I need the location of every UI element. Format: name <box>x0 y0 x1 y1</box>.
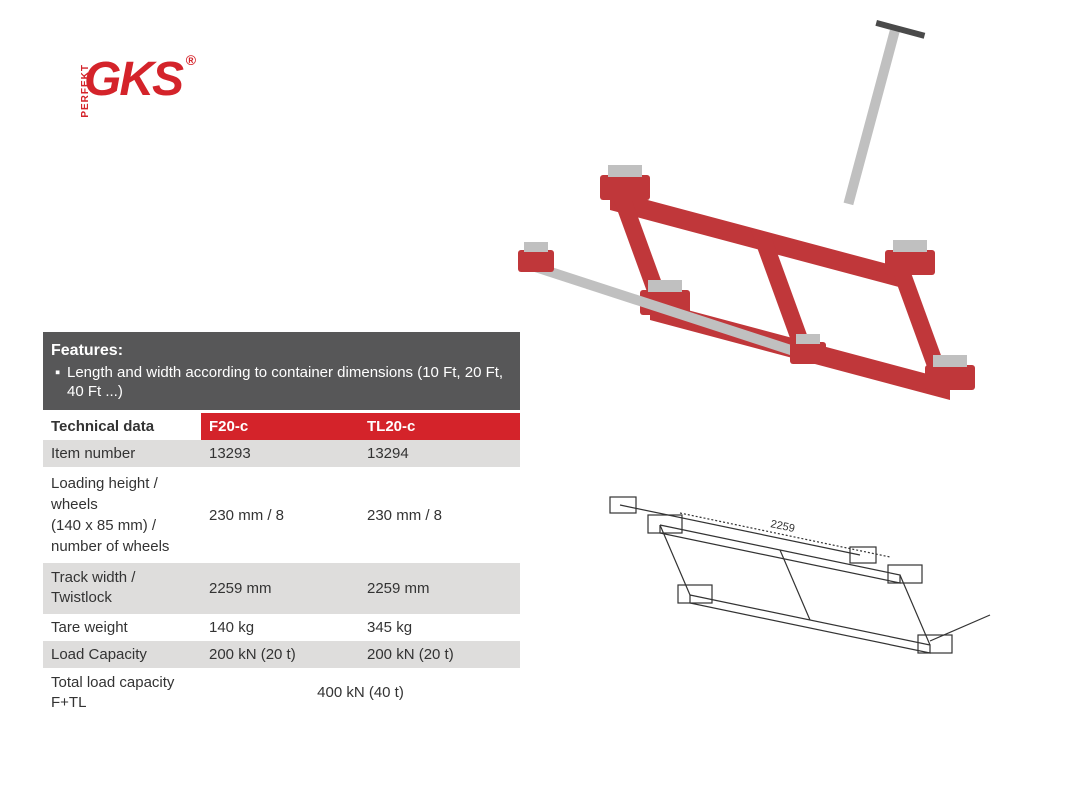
table-row: Total load capacity F+TL 400 kN (40 t) <box>43 668 520 719</box>
table-row: Loading height / wheels (140 x 85 mm) / … <box>43 467 520 563</box>
table-cell: 230 mm / 8 <box>201 467 359 563</box>
table-header-label: Technical data <box>43 413 201 440</box>
table-row-label: Item number <box>43 440 201 467</box>
features-list-item: Length and width according to container … <box>55 364 512 402</box>
table-row-label: Loading height / wheels (140 x 85 mm) / … <box>43 467 201 563</box>
table-row: Tare weight 140 kg 345 kg <box>43 614 520 641</box>
svg-text:2259: 2259 <box>769 518 795 535</box>
features-panel: Features: Length and width according to … <box>43 332 520 410</box>
table-cell: 140 kg <box>201 614 359 641</box>
table-row: Track width / Twistlock 2259 mm 2259 mm <box>43 563 520 614</box>
table-row-label: Load Capacity <box>43 641 201 668</box>
table-row: Item number 13293 13294 <box>43 440 520 467</box>
table-cell: 2259 mm <box>201 563 359 614</box>
brand-logo: PERFEKT GKS ® <box>84 52 182 107</box>
table-cell: 230 mm / 8 <box>359 467 520 563</box>
product-render-image <box>490 10 1050 440</box>
table-row-label: Tare weight <box>43 614 201 641</box>
table-row: Load Capacity 200 kN (20 t) 200 kN (20 t… <box>43 641 520 668</box>
table-row-label: Total load capacity F+TL <box>43 668 201 719</box>
table-cell: 200 kN (20 t) <box>201 641 359 668</box>
table-cell: 13294 <box>359 440 520 467</box>
features-title: Features: <box>51 342 512 360</box>
table-cell-merged: 400 kN (40 t) <box>201 668 520 719</box>
table-row-label: Track width / Twistlock <box>43 563 201 614</box>
table-cell: 2259 mm <box>359 563 520 614</box>
table-header-row: Technical data F20-c TL20-c <box>43 413 520 440</box>
logo-brand-text: GKS <box>84 53 182 106</box>
technical-data-table: Technical data F20-c TL20-c Item number … <box>43 413 520 718</box>
logo-registered-icon: ® <box>186 52 196 68</box>
table-cell: 200 kN (20 t) <box>359 641 520 668</box>
technical-drawing-image: 2259 <box>600 465 1000 665</box>
table-col-header: TL20-c <box>359 413 520 440</box>
table-cell: 13293 <box>201 440 359 467</box>
table-cell: 345 kg <box>359 614 520 641</box>
table-col-header: F20-c <box>201 413 359 440</box>
features-list: Length and width according to container … <box>51 364 512 402</box>
